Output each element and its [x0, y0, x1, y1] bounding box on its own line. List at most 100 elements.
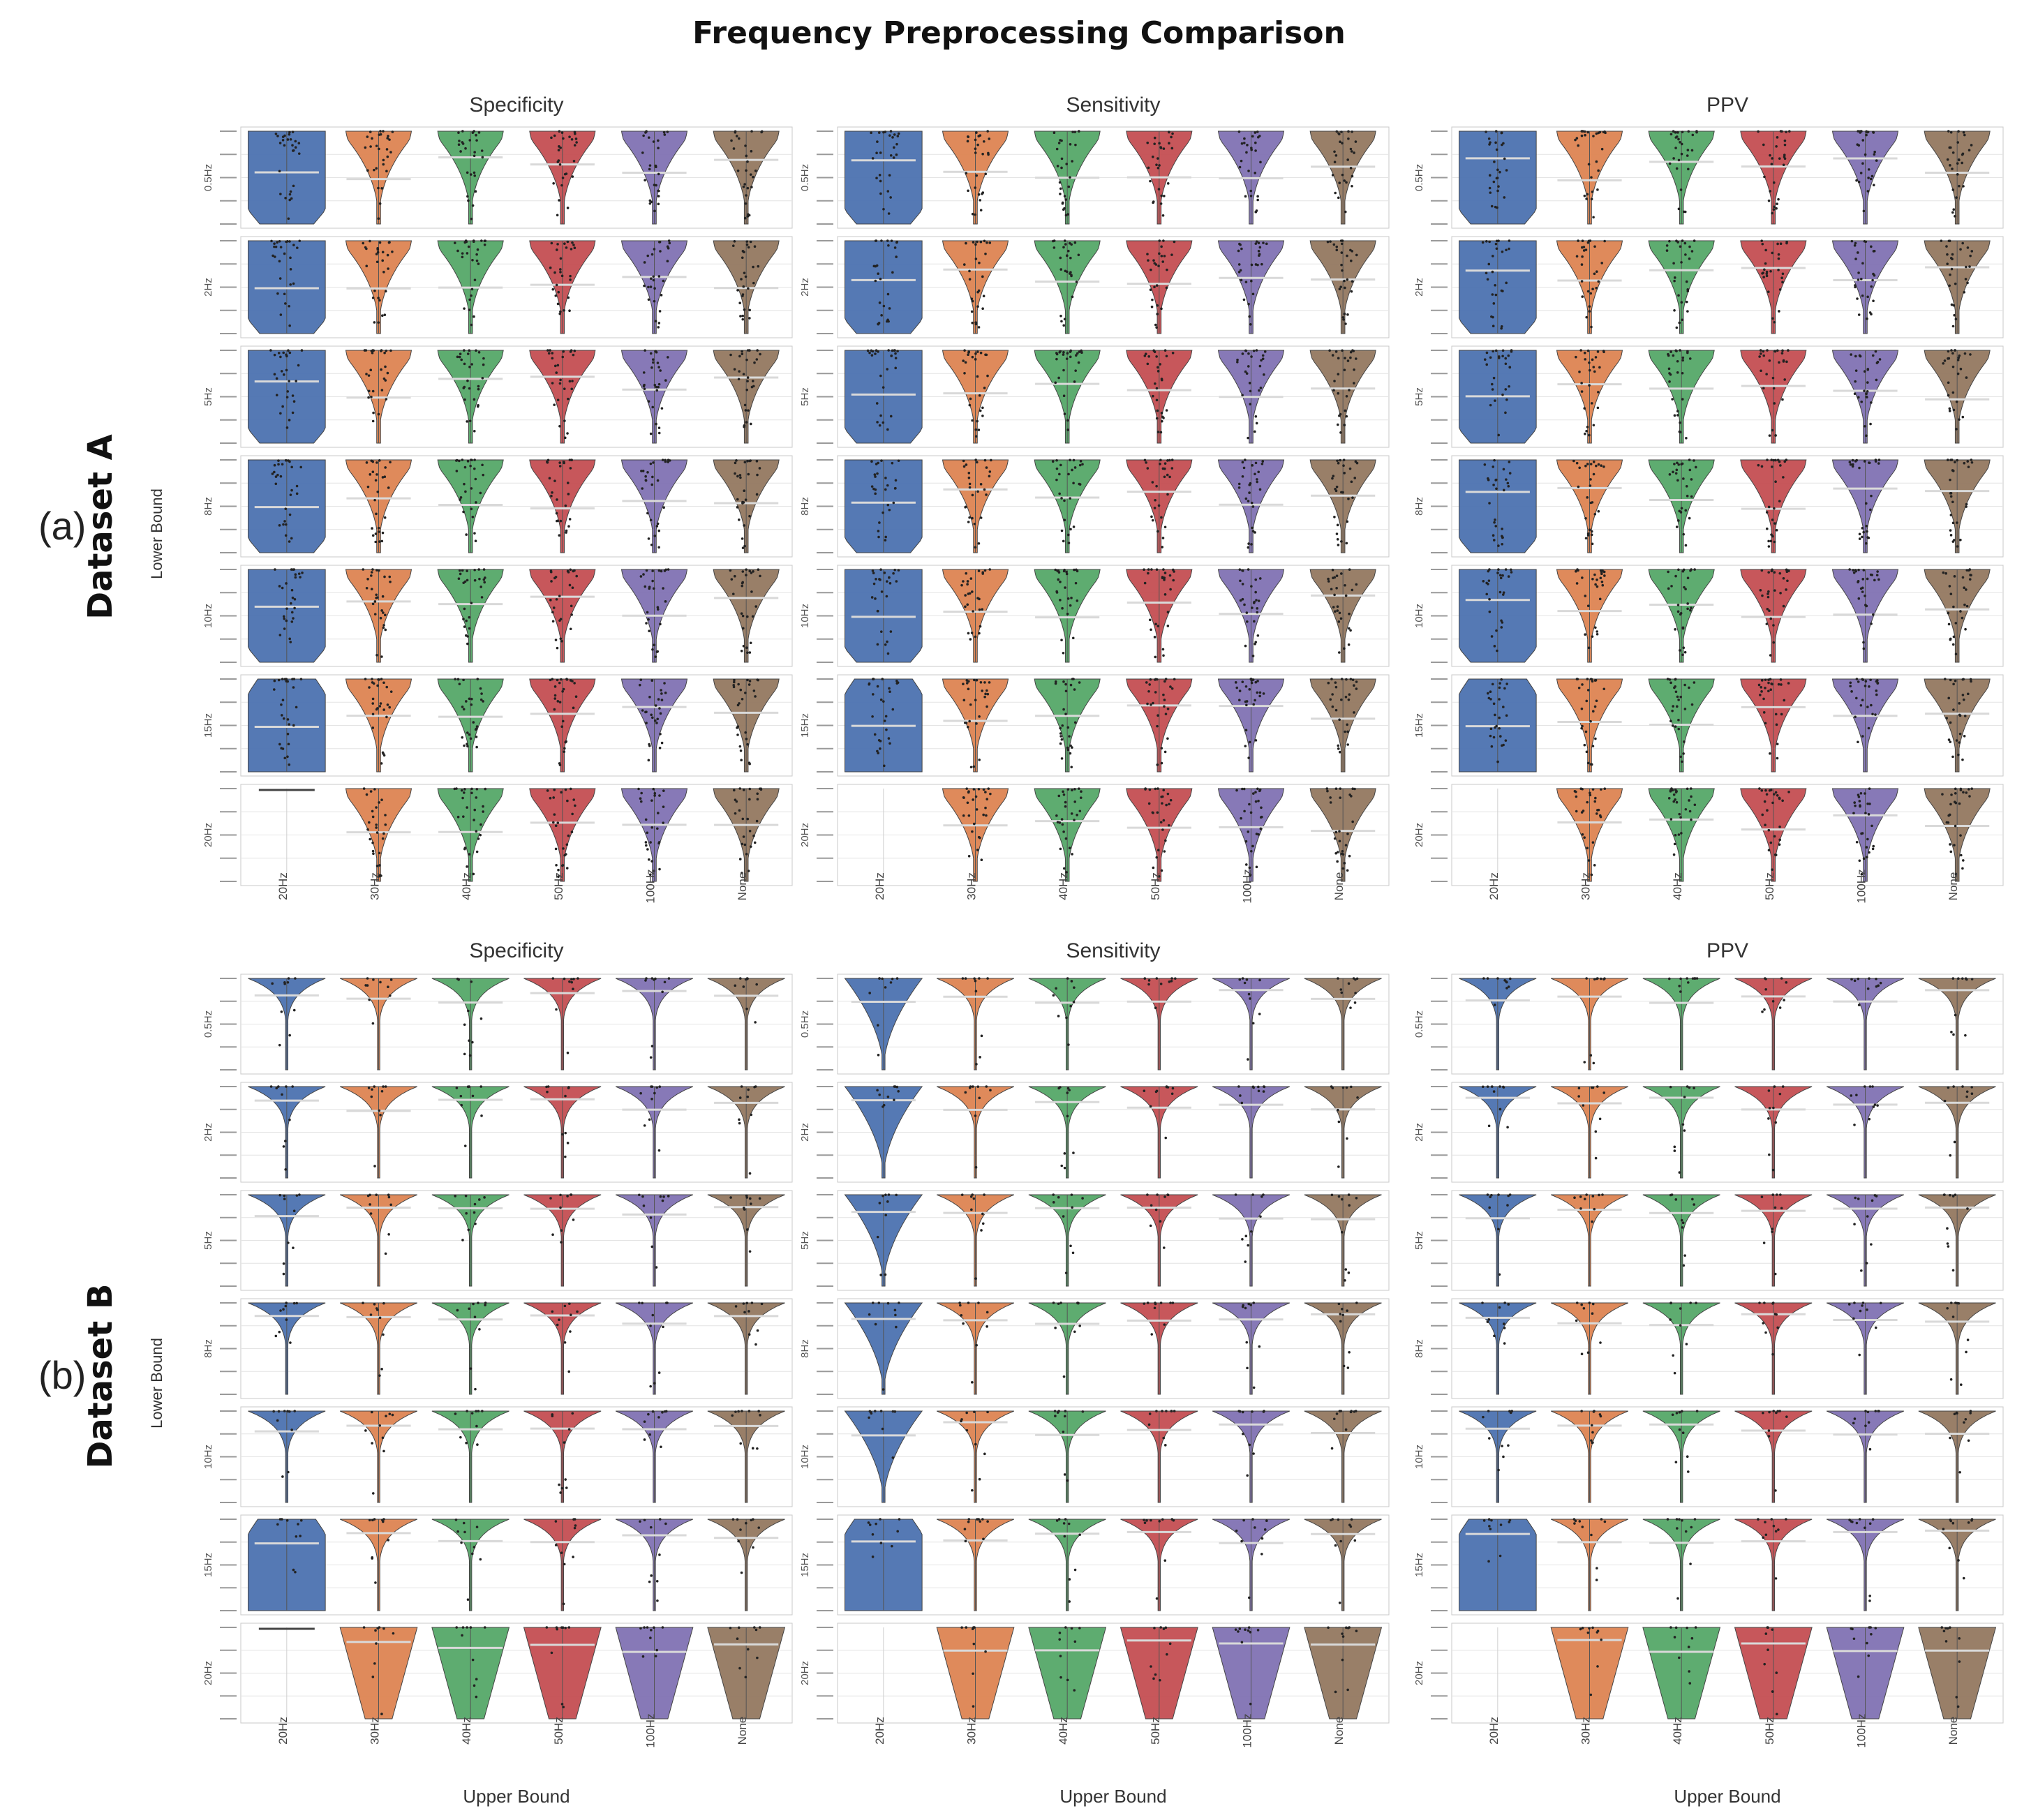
data-point — [1343, 647, 1346, 650]
data-point — [1766, 595, 1770, 599]
data-point — [653, 791, 657, 795]
data-point — [1866, 295, 1869, 299]
data-point — [1257, 1085, 1260, 1089]
data-point — [1679, 141, 1681, 144]
data-point — [1059, 1301, 1062, 1304]
data-point — [1351, 787, 1355, 791]
data-point — [1970, 250, 1974, 253]
data-point — [1581, 255, 1584, 258]
data-point — [1508, 385, 1510, 388]
data-point — [1675, 326, 1679, 329]
data-point — [1770, 533, 1773, 536]
data-point — [1251, 530, 1255, 532]
data-point — [470, 791, 473, 795]
data-point — [1490, 635, 1494, 638]
data-point — [1242, 142, 1246, 144]
data-point — [474, 728, 477, 731]
data-point — [1693, 239, 1696, 242]
row-tick-label: 5Hz — [799, 1231, 811, 1250]
data-point — [741, 546, 745, 549]
data-point — [1143, 1302, 1146, 1305]
data-point — [376, 246, 379, 250]
data-point — [1146, 362, 1150, 366]
data-point — [1778, 838, 1782, 842]
data-point — [1079, 796, 1083, 799]
data-point — [551, 288, 555, 291]
data-point — [273, 463, 276, 467]
data-point — [736, 506, 739, 509]
data-point — [1957, 356, 1961, 359]
data-point — [1241, 569, 1244, 572]
data-point — [388, 138, 391, 141]
data-point — [1345, 1086, 1348, 1089]
data-point — [1326, 789, 1329, 793]
data-point — [554, 294, 558, 297]
data-point — [559, 1206, 562, 1209]
data-point — [886, 292, 890, 296]
data-point — [1170, 458, 1174, 461]
data-point — [1771, 317, 1774, 320]
data-point — [1143, 977, 1147, 980]
data-point — [1870, 824, 1873, 828]
data-point — [1862, 530, 1865, 534]
data-point — [1667, 570, 1669, 574]
data-point — [380, 798, 383, 802]
data-point — [475, 796, 478, 799]
data-point — [1951, 469, 1954, 472]
data-point — [1857, 313, 1861, 316]
data-point — [967, 189, 969, 193]
data-point — [1951, 755, 1954, 759]
data-point — [387, 135, 389, 137]
data-point — [1674, 131, 1677, 134]
data-point — [571, 380, 574, 382]
data-point — [1766, 608, 1769, 611]
column-tick-label: None — [736, 1717, 749, 1745]
data-point — [1057, 142, 1061, 144]
data-point — [1499, 735, 1502, 738]
data-point — [1336, 459, 1339, 462]
data-point — [565, 529, 568, 532]
data-point — [1243, 603, 1246, 606]
data-point — [1489, 141, 1492, 144]
data-point — [884, 477, 887, 479]
data-point — [454, 1195, 457, 1198]
data-point — [375, 1308, 379, 1311]
data-point — [1163, 705, 1166, 708]
data-point — [1062, 1215, 1065, 1218]
data-point — [746, 215, 750, 218]
data-point — [1671, 724, 1674, 727]
data-point — [473, 579, 477, 582]
data-point — [276, 1523, 279, 1526]
data-point — [1674, 628, 1676, 631]
data-point — [1954, 461, 1956, 464]
data-point — [1156, 313, 1159, 315]
data-point — [1588, 368, 1591, 372]
data-point — [576, 1310, 579, 1313]
data-point — [1156, 849, 1160, 851]
data-point — [895, 1193, 898, 1197]
data-point — [1499, 576, 1503, 580]
data-point — [750, 590, 753, 593]
data-point — [1160, 378, 1163, 382]
data-point — [470, 217, 473, 221]
data-point — [380, 655, 383, 658]
data-point — [892, 572, 895, 575]
data-point — [976, 419, 979, 423]
data-point — [659, 1195, 662, 1198]
data-point — [455, 1087, 459, 1089]
data-point — [1870, 494, 1873, 498]
data-point — [1245, 978, 1249, 981]
data-point — [964, 977, 967, 980]
data-point — [381, 531, 385, 535]
data-point — [983, 569, 987, 572]
data-point — [385, 398, 388, 401]
data-point — [1774, 853, 1778, 856]
data-point — [1862, 857, 1866, 860]
data-point — [1150, 515, 1153, 519]
data-point — [1863, 460, 1866, 463]
data-point — [1241, 680, 1244, 683]
data-point — [1497, 355, 1501, 358]
data-point — [984, 252, 987, 255]
data-point — [888, 690, 891, 694]
data-point — [478, 1327, 481, 1331]
